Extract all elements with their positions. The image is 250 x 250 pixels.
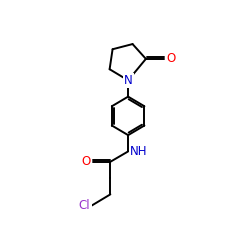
Text: O: O <box>81 155 90 168</box>
Text: O: O <box>167 52 176 65</box>
Text: NH: NH <box>130 145 148 158</box>
Text: Cl: Cl <box>79 199 90 212</box>
Text: N: N <box>124 74 132 87</box>
